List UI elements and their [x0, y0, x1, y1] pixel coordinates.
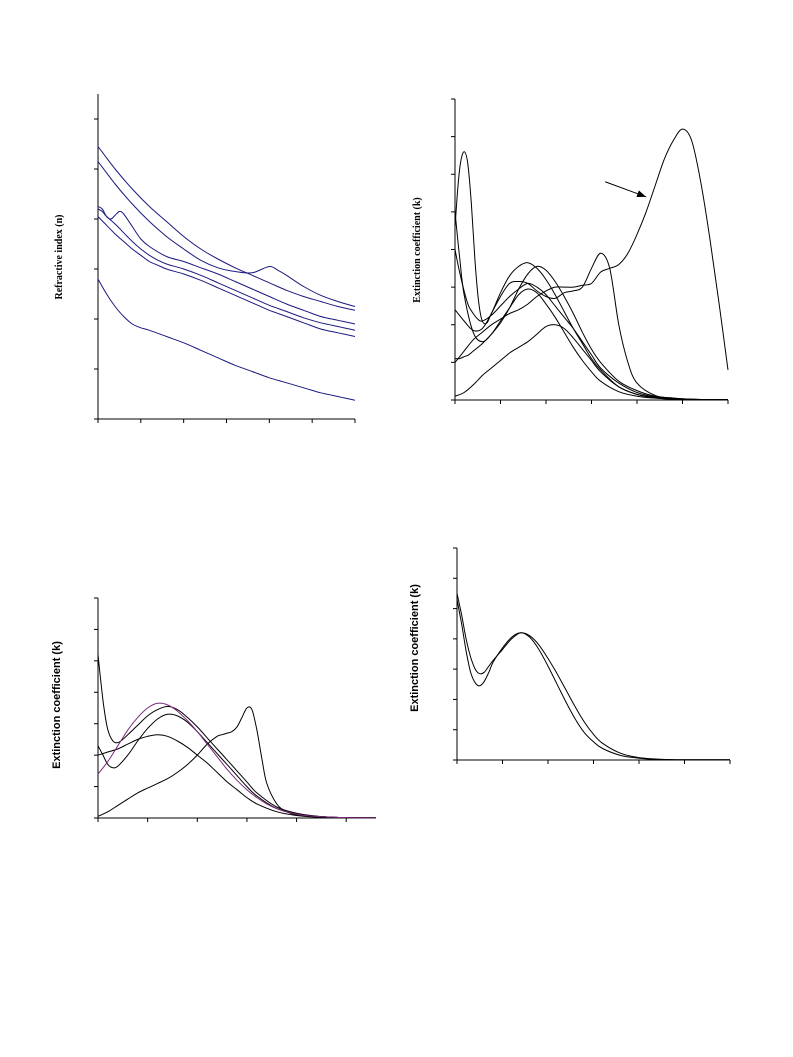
series-line-6 — [97, 278, 356, 401]
chart-extinction-coefficient-top-right: Extinction coefficient (k) — [412, 98, 729, 404]
series-line-5 — [97, 216, 356, 337]
y-axis-label: Extinction coefficient (k) — [51, 641, 63, 769]
series-line-3 — [97, 713, 376, 819]
series-line-4 — [454, 265, 729, 401]
series-line-7 — [454, 324, 728, 401]
chart-extinction-coefficient-bottom-left: Extinction coefficient (k) — [51, 597, 376, 822]
annotation-arrow-head — [636, 190, 647, 198]
y-axis-label: Extinction coefficient (k) — [412, 197, 423, 303]
y-axis-label: Refractive index (n) — [54, 215, 65, 300]
series-line-2 — [454, 151, 729, 401]
series-line-1 — [454, 128, 729, 370]
series-line-5 — [97, 702, 376, 819]
series-line-4 — [97, 208, 356, 331]
series-line-2 — [97, 161, 356, 307]
series-line-4 — [97, 734, 376, 819]
chart-extinction-coefficient-bottom-right: Extinction coefficient (k) — [409, 547, 731, 764]
series-line-3 — [97, 206, 356, 325]
chart-refractive-index: Refractive index (n) — [54, 94, 356, 423]
series-line-2 — [456, 599, 730, 761]
y-axis-label: Extinction coefficient (k) — [409, 584, 421, 712]
series-line-1 — [456, 593, 730, 761]
series-line-1 — [97, 146, 356, 311]
series-line-2 — [97, 654, 376, 819]
series-line-3 — [454, 249, 729, 401]
